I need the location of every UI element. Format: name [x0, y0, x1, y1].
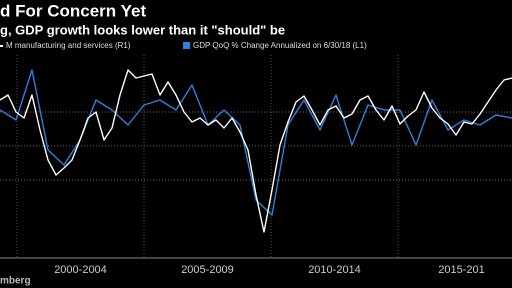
legend-swatch — [183, 42, 190, 49]
x-tick-label: 2005-2009 — [181, 264, 234, 276]
chart-title: d For Concern Yet — [0, 1, 146, 20]
x-tick-label: 2015-201 — [438, 264, 485, 276]
x-tick-label: 2010-2014 — [308, 264, 361, 276]
x-tick-label: 2000-2004 — [54, 264, 107, 276]
series-line — [0, 69, 512, 233]
chart-subtitle: g, GDP growth looks lower than it "shoul… — [0, 22, 285, 37]
source: mberg — [0, 276, 31, 287]
legend-label: M manufacturing and services (R1) — [6, 41, 131, 50]
legend-label: GDP QoQ % Change Annualized on 6/30/18 (… — [193, 41, 367, 50]
